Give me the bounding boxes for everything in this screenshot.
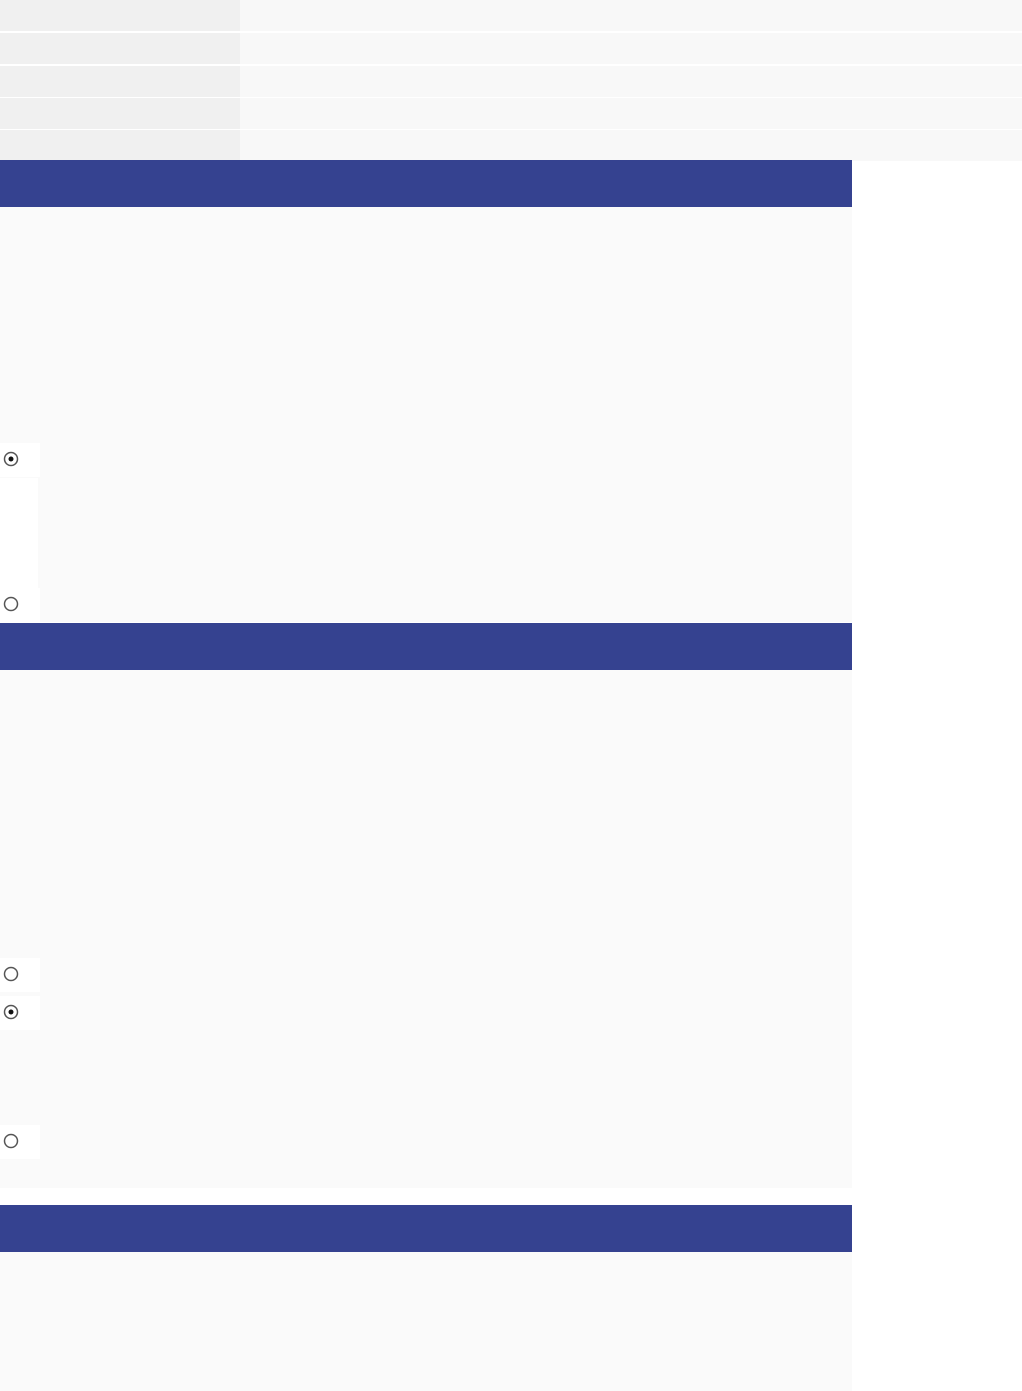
label-cell <box>0 0 240 31</box>
radio-button[interactable] <box>0 443 40 477</box>
radio-icon <box>3 966 19 982</box>
table-row <box>0 0 1022 31</box>
radio-button[interactable] <box>0 1125 40 1159</box>
indent-strip <box>0 478 38 590</box>
value-cell <box>240 130 1022 161</box>
radio-ring <box>3 1133 19 1149</box>
table-row <box>0 33 1022 64</box>
section-header <box>0 160 852 207</box>
value-cell <box>240 0 1022 31</box>
label-cell <box>0 98 240 129</box>
radio-button[interactable] <box>0 996 40 1030</box>
radio-button[interactable] <box>0 588 40 622</box>
label-cell <box>0 33 240 64</box>
section-body <box>0 670 852 1188</box>
value-cell <box>240 98 1022 129</box>
radio-icon <box>3 1004 19 1020</box>
section-header <box>0 1205 852 1252</box>
radio-button[interactable] <box>0 958 40 992</box>
label-cell <box>0 130 240 161</box>
label-cell <box>0 66 240 97</box>
radio-icon <box>3 596 19 612</box>
table-row <box>0 98 1022 129</box>
radio-ring <box>3 966 19 982</box>
table-row <box>0 66 1022 97</box>
radio-dot <box>8 1009 14 1015</box>
value-cell <box>240 33 1022 64</box>
section-body <box>0 1252 852 1391</box>
value-cell <box>240 66 1022 97</box>
radio-ring <box>3 596 19 612</box>
radio-icon <box>3 451 19 467</box>
radio-icon <box>3 1133 19 1149</box>
section-body <box>0 207 852 622</box>
section-header <box>0 623 852 670</box>
radio-dot <box>8 456 14 462</box>
table-row <box>0 130 1022 161</box>
